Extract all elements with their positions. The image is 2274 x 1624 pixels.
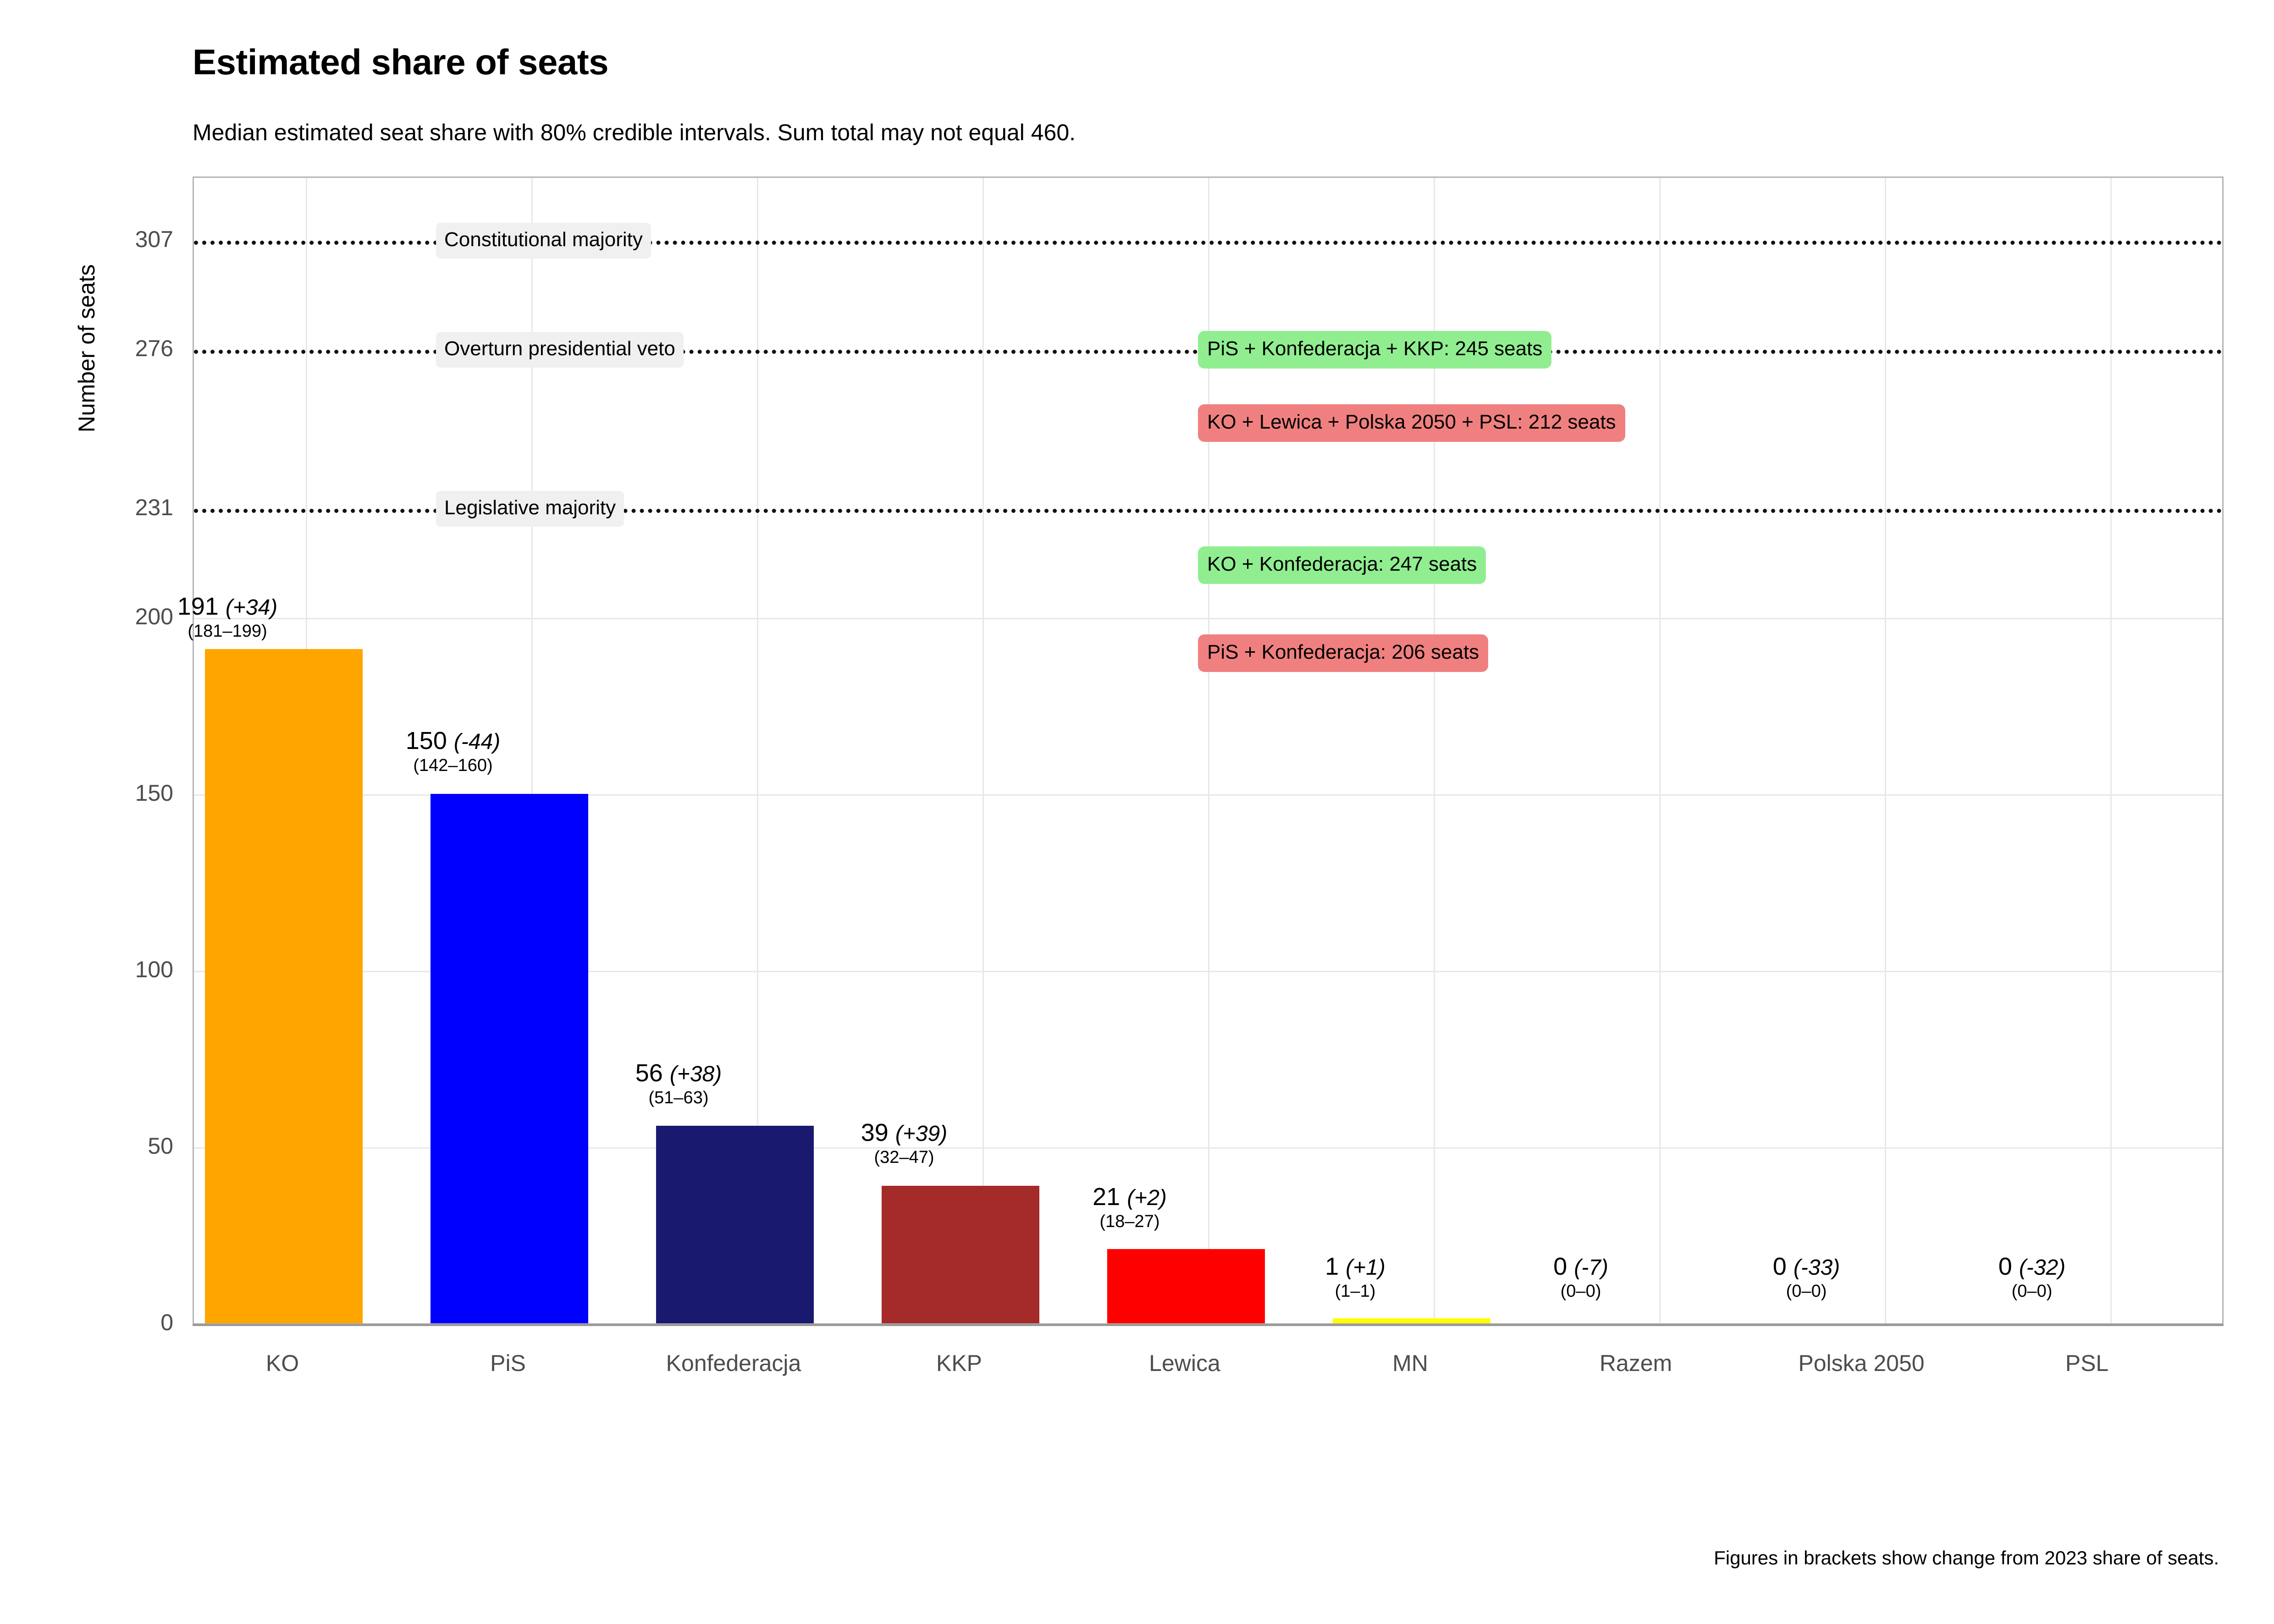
bar-ko bbox=[205, 649, 363, 1323]
bar-interval-value: (0–0) bbox=[1786, 1281, 1827, 1301]
vertical-gridline bbox=[531, 178, 533, 1323]
bar-value-label: 191 (+34) (181–199) bbox=[136, 594, 319, 641]
bar-value-label: 1 (+1) (1–1) bbox=[1264, 1254, 1447, 1301]
y-tick-label-307: 307 bbox=[135, 226, 173, 252]
horizontal-gridline bbox=[194, 971, 2222, 972]
bar-konfederacja bbox=[656, 1126, 814, 1323]
reference-label-overturn-veto: Overturn presidential veto bbox=[436, 332, 684, 368]
bar-change-value: (+1) bbox=[1346, 1255, 1385, 1280]
vertical-gridline bbox=[1885, 178, 1886, 1323]
y-tick-label-200: 200 bbox=[135, 604, 173, 629]
x-axis-line bbox=[193, 1324, 2224, 1326]
bar-interval-value: (0–0) bbox=[2011, 1281, 2053, 1301]
vertical-gridline bbox=[1208, 178, 1209, 1323]
x-tick-label-pis: PiS bbox=[490, 1350, 526, 1376]
bar-median-value: 1 bbox=[1325, 1253, 1339, 1280]
bar-change-value: (+2) bbox=[1127, 1186, 1167, 1210]
horizontal-gridline bbox=[194, 618, 2222, 619]
bar-change-value: (+39) bbox=[895, 1122, 948, 1146]
y-tick-label-50: 50 bbox=[148, 1133, 173, 1159]
bar-change-value: (-44) bbox=[453, 730, 501, 754]
bar-median-value: 39 bbox=[861, 1119, 889, 1146]
y-tick-label-100: 100 bbox=[135, 957, 173, 982]
x-tick-label-kkp: KKP bbox=[936, 1350, 982, 1376]
bar-pis bbox=[431, 794, 588, 1323]
bar-change-value: (-33) bbox=[1793, 1255, 1840, 1280]
x-tick-label-konfederacja: Konfederacja bbox=[666, 1350, 801, 1376]
bar-change-value: (+38) bbox=[669, 1062, 722, 1086]
bar-median-value: 56 bbox=[635, 1059, 663, 1087]
coalition-annotation-fail: KO + Lewica + Polska 2050 + PSL: 212 sea… bbox=[1198, 404, 1625, 442]
bar-interval-value: (0–0) bbox=[1560, 1281, 1601, 1301]
bar-mn bbox=[1333, 1318, 1490, 1323]
vertical-gridline bbox=[2110, 178, 2112, 1323]
x-tick-label-lewica: Lewica bbox=[1149, 1350, 1220, 1376]
y-tick-label-231: 231 bbox=[135, 495, 173, 520]
bar-value-label: 56 (+38) (51–63) bbox=[587, 1060, 770, 1108]
bar-lewica bbox=[1107, 1249, 1265, 1323]
bar-value-label: 0 (-33) (0–0) bbox=[1715, 1254, 1898, 1301]
reference-label-constitutional-majority: Constitutional majority bbox=[436, 223, 651, 259]
bar-value-label: 0 (-7) (0–0) bbox=[1489, 1254, 1672, 1301]
bar-median-value: 0 bbox=[1772, 1253, 1787, 1280]
bar-change-value: (+34) bbox=[225, 595, 278, 620]
bar-interval-value: (142–160) bbox=[413, 755, 493, 775]
coalition-annotation-pass: PiS + Konfederacja + KKP: 245 seats bbox=[1198, 331, 1552, 369]
bar-median-value: 191 bbox=[177, 593, 219, 620]
bar-interval-value: (18–27) bbox=[1099, 1211, 1160, 1231]
bar-change-value: (-32) bbox=[2019, 1255, 2066, 1280]
vertical-gridline bbox=[982, 178, 984, 1323]
x-tick-label-razem: Razem bbox=[1599, 1350, 1672, 1376]
x-tick-label-polska-2050: Polska 2050 bbox=[1798, 1350, 1925, 1376]
vertical-gridline bbox=[1434, 178, 1435, 1323]
vertical-gridline bbox=[757, 178, 758, 1323]
reference-line-legislative-majority bbox=[194, 509, 2222, 513]
y-tick-label-276: 276 bbox=[135, 336, 173, 361]
y-tick-label-150: 150 bbox=[135, 780, 173, 806]
x-tick-label-mn: MN bbox=[1392, 1350, 1428, 1376]
horizontal-gridline bbox=[194, 1147, 2222, 1149]
page-title: Estimated share of seats bbox=[193, 42, 609, 82]
y-tick-label-0: 0 bbox=[160, 1310, 173, 1335]
bar-median-value: 150 bbox=[405, 727, 447, 754]
vertical-gridline bbox=[1659, 178, 1661, 1323]
bar-median-value: 0 bbox=[1553, 1253, 1568, 1280]
bar-value-label: 150 (-44) (142–160) bbox=[361, 728, 545, 776]
plot-panel: Constitutional majority Overturn preside… bbox=[193, 176, 2224, 1325]
chart-subtitle: Median estimated seat share with 80% cre… bbox=[193, 120, 1076, 145]
bar-interval-value: (32–47) bbox=[874, 1147, 934, 1167]
bar-interval-value: (181–199) bbox=[188, 621, 267, 641]
bar-value-label: 0 (-32) (0–0) bbox=[1940, 1254, 2124, 1301]
bar-value-label: 21 (+2) (18–27) bbox=[1038, 1184, 1221, 1232]
x-tick-label-ko: KO bbox=[265, 1350, 299, 1376]
horizontal-gridline bbox=[194, 794, 2222, 796]
reference-line-constitutional-majority bbox=[194, 241, 2222, 245]
bar-value-label: 39 (+39) (32–47) bbox=[812, 1120, 996, 1167]
reference-label-legislative-majority: Legislative majority bbox=[436, 491, 624, 527]
bar-change-value: (-7) bbox=[1574, 1255, 1608, 1280]
coalition-annotation-fail: PiS + Konfederacja: 206 seats bbox=[1198, 634, 1489, 672]
bar-interval-value: (51–63) bbox=[648, 1088, 709, 1107]
bar-median-value: 0 bbox=[1998, 1253, 2012, 1280]
bar-interval-value: (1–1) bbox=[1335, 1281, 1376, 1301]
x-tick-label-psl: PSL bbox=[2065, 1350, 2109, 1376]
bar-kkp bbox=[882, 1186, 1039, 1323]
bar-median-value: 21 bbox=[1093, 1183, 1120, 1211]
coalition-annotation-pass: KO + Konfederacja: 247 seats bbox=[1198, 546, 1486, 584]
footer-note: Figures in brackets show change from 202… bbox=[1714, 1547, 2219, 1569]
